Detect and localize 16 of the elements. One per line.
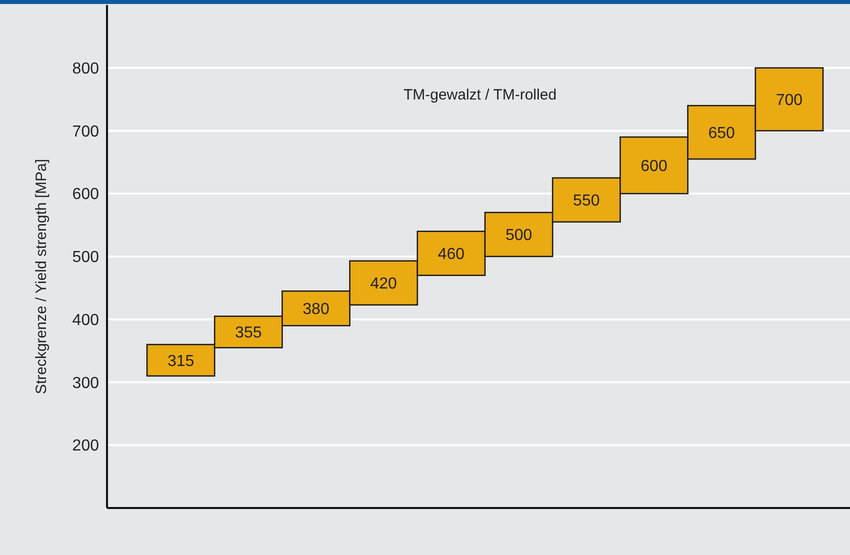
y-tick-label: 300 [72,374,100,392]
x-tick-label: 315 [167,352,194,370]
x-tick-label: 650 [708,124,736,142]
x-tick-label: 550 [573,192,600,210]
y-tick-label: 200 [72,438,100,455]
x-tick-label: 460 [438,246,465,263]
y-tick-label: 400 [72,312,100,329]
y-tick-label: 500 [72,249,100,266]
y-tick-label: 700 [72,123,100,140]
y-tick-label: 800 [72,60,100,78]
annotation: TM-gewalzt / TM-rolled [403,86,557,104]
x-tick-label: 380 [302,300,330,318]
y-axis-title: Streckgrenze / Yield strength [MPa] [33,158,50,394]
x-tick-label: 420 [370,276,398,293]
x-tick-label: 355 [235,324,262,342]
y-tick-label: 600 [72,186,100,204]
